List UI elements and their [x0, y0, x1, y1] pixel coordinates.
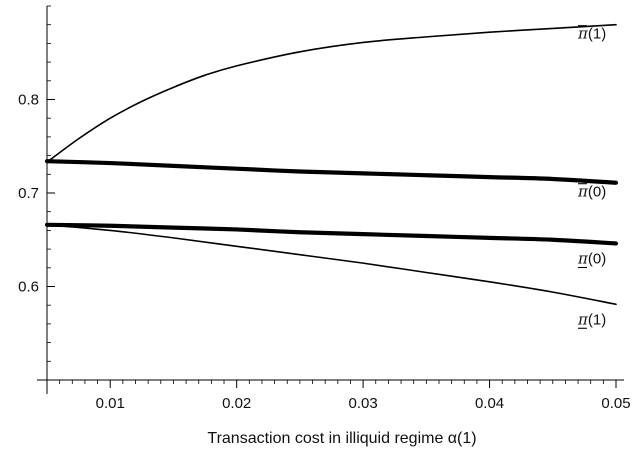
series-label-text: π(1) — [577, 25, 606, 43]
y-tick-label: 0.6 — [18, 279, 39, 296]
series-label-pi-bar-1: π(1) — [577, 25, 606, 43]
series-label-pi-under-1: π(1) — [577, 310, 606, 329]
series-line-pi-under-1 — [46, 223, 617, 306]
series-line-pi-under-0 — [44, 222, 619, 246]
x-tick-label: 0.05 — [601, 395, 630, 412]
x-tick-label: 0.01 — [96, 395, 125, 412]
series-labels: π(1) π(0) π(0) π(1) — [577, 25, 606, 329]
x-tick-label: 0.04 — [475, 395, 504, 412]
series-label-pi-under-0: π(0) — [577, 249, 606, 269]
y-tick-label: 0.7 — [18, 185, 39, 202]
y-tick-label: 0.8 — [18, 92, 39, 109]
series-label-text: π(1) — [577, 310, 606, 328]
x-tick-label: 0.03 — [349, 395, 378, 412]
series-line-pi-bar-1 — [46, 23, 617, 163]
series-layer — [44, 23, 619, 306]
series-line-pi-bar-0 — [44, 159, 619, 185]
series-label-text: π(0) — [577, 249, 606, 267]
series-label-text: π(0) — [577, 183, 606, 201]
x-tick-label: 0.02 — [222, 395, 251, 412]
series-label-pi-bar-0: π(0) — [577, 183, 606, 201]
x-axis-title: Transaction cost in illiquid regime α(1) — [207, 430, 476, 447]
axes: 0.01 0.02 0.03 0.04 0.05 0.6 0.7 0.8 — [18, 5, 631, 412]
